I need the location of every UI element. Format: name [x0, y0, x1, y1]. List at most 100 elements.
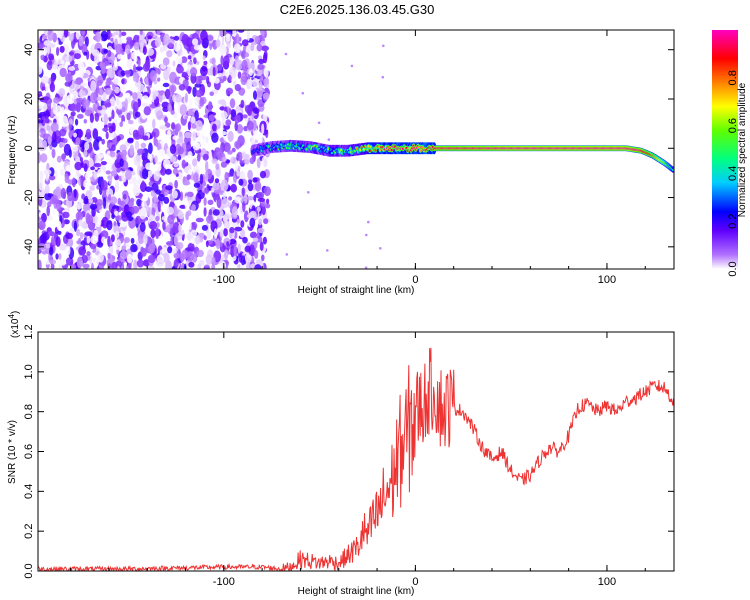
spectrogram-noise-cell [157, 200, 161, 212]
spectrogram-noise-cell [176, 242, 184, 250]
spectrogram-noise-cell [111, 261, 118, 269]
spectrogram-noise-cell [38, 104, 42, 110]
spectrogram-noise-cell [225, 33, 231, 39]
snr-series-line [38, 347, 674, 571]
spectrogram-noise-cell [128, 119, 134, 125]
spectrogram-noise-cell [121, 245, 127, 252]
spectrogram-noise-cell [138, 35, 145, 47]
spectrogram-noise-cell [86, 214, 94, 226]
spectrogram-noise-cell [88, 197, 93, 204]
spectrogram-noise-cell [92, 103, 97, 112]
spectrogram-noise-cell [86, 251, 91, 256]
spectrogram-xlabel: Height of straight line (km) [298, 285, 415, 296]
spectrogram-noise-cell [49, 259, 57, 265]
spectrogram-noise-cell [172, 222, 180, 234]
spectrogram-noise-cell [130, 197, 135, 203]
spectrogram-noise-cell [219, 44, 227, 56]
spectrogram-noise-cell [257, 191, 265, 199]
spectrogram-core-cell [347, 151, 351, 154]
spectrogram-noise-cell [140, 246, 144, 254]
spectrogram-noise-cell [60, 187, 67, 199]
spectrogram-noise-cell [195, 217, 204, 223]
spectrogram-noise-cell [170, 31, 176, 37]
spectrogram-noise-cell [166, 206, 174, 215]
spectrogram-noise-cell [174, 94, 182, 103]
spectrogram-noise-cell [186, 141, 191, 152]
spectrogram-noise-cell [159, 125, 167, 130]
spectrogram-noise-cell [45, 173, 49, 182]
spectrogram-noise-cell [219, 229, 225, 238]
spectrogram-noise-cell [196, 249, 204, 258]
spectrogram-noise-cell [257, 135, 263, 145]
spectrogram-noise-cell [86, 235, 91, 244]
spectrogram-noise-cell [249, 217, 256, 228]
spectrogram-noise-cell [55, 236, 61, 247]
spectrogram-noise-cell [259, 75, 264, 83]
spectrogram-noise-cell [68, 148, 72, 158]
spectrogram-noise-cell [195, 235, 201, 245]
spectrogram-noise-cell [188, 168, 193, 176]
spectrogram-noise-cell [48, 53, 55, 61]
spectrogram-noise-cell [41, 250, 48, 255]
spectrogram-noise-cell [43, 169, 52, 176]
spectrogram-noise-cell [163, 69, 170, 81]
spectrogram-noise-cell [65, 73, 73, 83]
spectrogram-noise-cell [111, 109, 115, 120]
x-tick-label: 0 [412, 274, 418, 286]
spectrogram-noise-cell [162, 57, 170, 66]
spectrogram-noise-cell [78, 90, 86, 97]
spectrogram-noise-cell [261, 205, 266, 216]
spectrogram-noise-cell [224, 249, 229, 260]
spectrogram-noise-cell [263, 110, 268, 123]
spectrogram-noise-cell [89, 185, 95, 192]
spectrogram-noise-cell [187, 55, 192, 60]
spectrogram-core-cell [349, 147, 352, 151]
spectrogram-noise-cell [172, 60, 176, 67]
spectrogram-noise-cell [251, 136, 256, 145]
spectrogram-noise-cell [80, 82, 88, 87]
spectrogram-noise-cell [225, 119, 232, 126]
spectrogram-noise-cell [252, 107, 260, 114]
spectrogram-noise-cell [246, 120, 254, 131]
spectrogram-noise-cell [56, 200, 62, 212]
spectrogram-noise-cell [214, 195, 220, 201]
spectrogram-noise-cell [191, 204, 196, 212]
spectrogram-noise-cell [191, 124, 197, 129]
spectrogram-noise-cell [89, 92, 97, 104]
spectrogram-noise-cell [252, 119, 257, 131]
spectrogram-noise-cell [38, 64, 43, 75]
spectrogram-noise-cell [184, 92, 188, 103]
spectrogram-noise-cell [211, 170, 217, 176]
spectrogram-noise-cell [102, 73, 107, 81]
spectrogram-noise-cell [242, 201, 246, 213]
spectrogram-noise-cell [81, 43, 88, 55]
spectrogram-core-cell [328, 151, 331, 154]
spectrogram-noise-cell [84, 36, 89, 47]
spectrogram-noise-cell [261, 123, 265, 135]
spectrogram-core-cell [319, 150, 322, 153]
spectrogram-noise-cell [227, 130, 234, 142]
spectrogram-noise-cell [250, 42, 255, 52]
spectrogram-noise-cell [103, 113, 109, 126]
spectrogram-noise-cell [50, 236, 55, 246]
spectrogram-noise-cell [106, 188, 114, 199]
spectrogram-noise-cell [38, 220, 46, 231]
spectrogram-noise-cell [217, 72, 223, 77]
spectrogram-noise-cell [121, 31, 127, 36]
spectrogram-noise-cell [107, 50, 112, 58]
spectrogram-noise-cell [236, 151, 243, 162]
spectrogram-noise-cell [266, 198, 270, 205]
spectrogram-noise-cell [193, 172, 199, 184]
spectrogram-noise-cell [167, 214, 175, 225]
snr-ylabel: SNR (10 * v/v) [7, 420, 18, 484]
snr-axes: -100 0 100 0.0 0.2 0.4 0.6 0.8 1.0 1.2 [23, 324, 674, 588]
spectrogram-noise-cell [136, 198, 142, 207]
spectrogram-noise-cell [42, 139, 47, 150]
spectrogram-noise-cell [234, 196, 242, 204]
spectrogram-noise-cell [38, 119, 44, 124]
spectrogram-noise-cell [107, 263, 112, 269]
spectrogram-noise-cell [259, 241, 264, 252]
colorbar-tick-label: 0.0 [727, 261, 739, 276]
spectrogram-noise-cell [132, 129, 139, 138]
